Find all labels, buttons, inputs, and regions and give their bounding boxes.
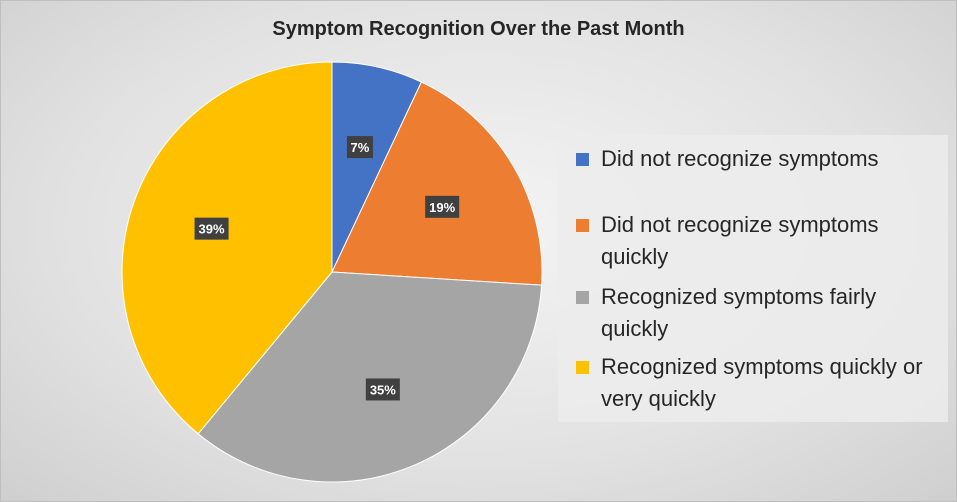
legend-swatch-3 [576,361,589,374]
legend-label-3: Recognized symptoms quickly or very quic… [601,354,923,411]
data-label-3: 39% [194,217,229,240]
data-label-1: 19% [425,195,460,218]
legend-label-1: Did not recognize symptoms quickly [601,212,879,269]
legend-label-0: Did not recognize symptoms [601,146,879,171]
chart-title: Symptom Recognition Over the Past Month [272,18,685,40]
data-label-0: 7% [346,136,373,159]
pie-slice-1 [331,81,543,286]
legend-item-2: Recognized symptoms fairly quickly [576,281,941,345]
svg-text:39%: 39% [199,222,225,237]
legend-swatch-0 [576,153,589,166]
legend-item-0: Did not recognize symptoms [576,143,941,175]
legend-swatch-2 [576,291,589,304]
svg-text:19%: 19% [429,200,455,215]
legend-item-3: Recognized symptoms quickly or very quic… [576,351,941,415]
svg-text:7%: 7% [351,140,370,155]
legend-swatch-1 [576,219,589,232]
legend: Did not recognize symptoms Did not recog… [558,135,948,422]
legend-item-1: Did not recognize symptoms quickly [576,209,941,273]
data-label-2: 35% [365,378,400,401]
legend-label-2: Recognized symptoms fairly quickly [601,284,877,341]
pie-slice-3 [121,61,333,435]
svg-text:35%: 35% [370,382,396,397]
pie-slice-2 [197,271,543,483]
